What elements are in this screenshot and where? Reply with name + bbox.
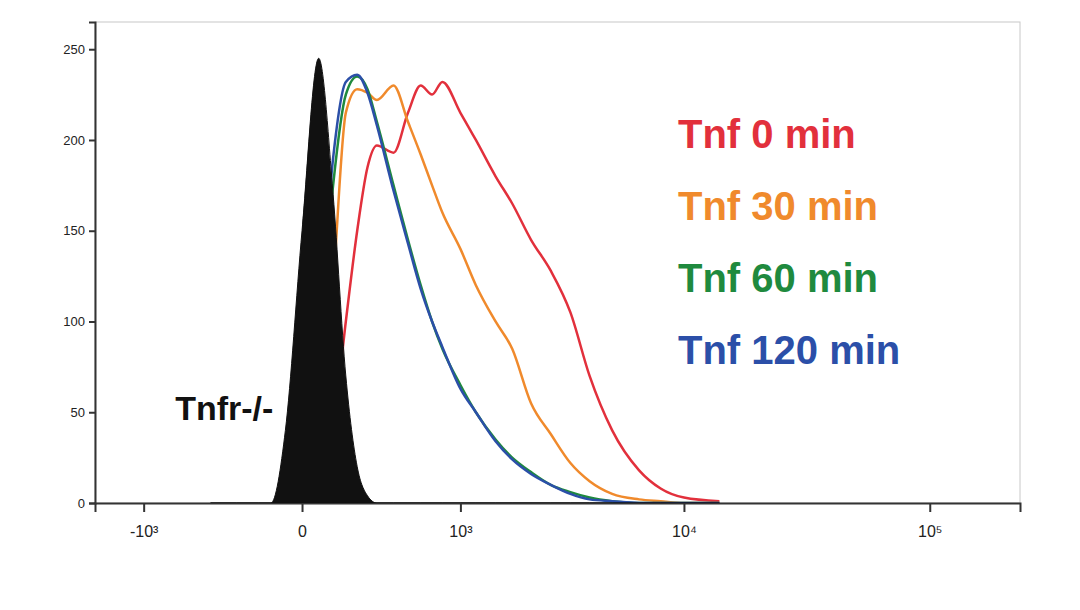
x-axis-line: [96, 504, 1021, 513]
plot-frame: [95, 22, 1020, 503]
histogram-area: [211, 58, 720, 503]
x-tick-mark: [683, 503, 685, 512]
histogram-line: [302, 86, 719, 503]
x-tick: 10⁴: [672, 503, 697, 540]
x-tick: -10³: [130, 503, 159, 540]
legend-entry: Tnf 60 min: [678, 256, 878, 300]
histogram-line: [302, 76, 719, 503]
x-tick-label: 0: [298, 523, 307, 540]
legend: Tnf 0 min Tnf 30 min Tnf 60 min Tnf 120 min: [678, 112, 900, 372]
y-tick-label: 0: [78, 496, 85, 511]
x-tick: 10⁵: [918, 503, 942, 540]
y-axis-line: [89, 23, 96, 504]
series-label: Tnfr-/-: [175, 389, 273, 427]
y-tick: 150: [63, 223, 95, 238]
y-tick: 50: [71, 405, 95, 420]
x-axis: -10³ 0 10³ 10⁴ 10⁵: [96, 503, 1021, 540]
y-tick-mark: [89, 49, 95, 51]
x-tick-label: 10⁴: [672, 523, 697, 540]
y-tick-mark: [89, 230, 95, 232]
y-axis: 0 50 100 150 200 250: [63, 23, 95, 511]
chart: -10³010³10⁴10⁵050100150200250Tnf 0 minTn…: [0, 0, 1080, 610]
y-tick-label: 150: [63, 223, 85, 238]
x-tick-label: 10⁵: [918, 523, 942, 540]
x-tick-mark: [929, 503, 931, 512]
x-tick: 10³: [449, 503, 473, 540]
plot-area: [211, 58, 720, 503]
legend-entry: Tnf 30 min: [678, 184, 878, 228]
y-tick-label: 200: [63, 133, 85, 148]
x-tick: 0: [298, 503, 307, 540]
y-tick-mark: [89, 139, 95, 141]
y-tick: 250: [63, 42, 95, 57]
y-tick: 200: [63, 133, 95, 148]
histogram-line: [302, 75, 719, 503]
x-tick-mark: [143, 503, 145, 512]
y-tick-mark: [89, 503, 95, 505]
y-tick-label: 250: [63, 42, 85, 57]
legend-entry: Tnf 0 min: [678, 112, 856, 156]
y-tick-label: 100: [63, 314, 85, 329]
x-tick-mark: [460, 503, 462, 512]
legend-entry: Tnf 120 min: [678, 328, 900, 372]
y-tick: 0: [78, 496, 95, 511]
x-tick-mark: [302, 503, 304, 512]
x-tick-label: -10³: [130, 523, 159, 540]
y-tick: 100: [63, 314, 95, 329]
y-tick-label: 50: [71, 405, 85, 420]
y-tick-mark: [89, 321, 95, 323]
x-tick-label: 10³: [449, 523, 473, 540]
histogram-line: [302, 82, 719, 503]
y-tick-mark: [89, 412, 95, 414]
